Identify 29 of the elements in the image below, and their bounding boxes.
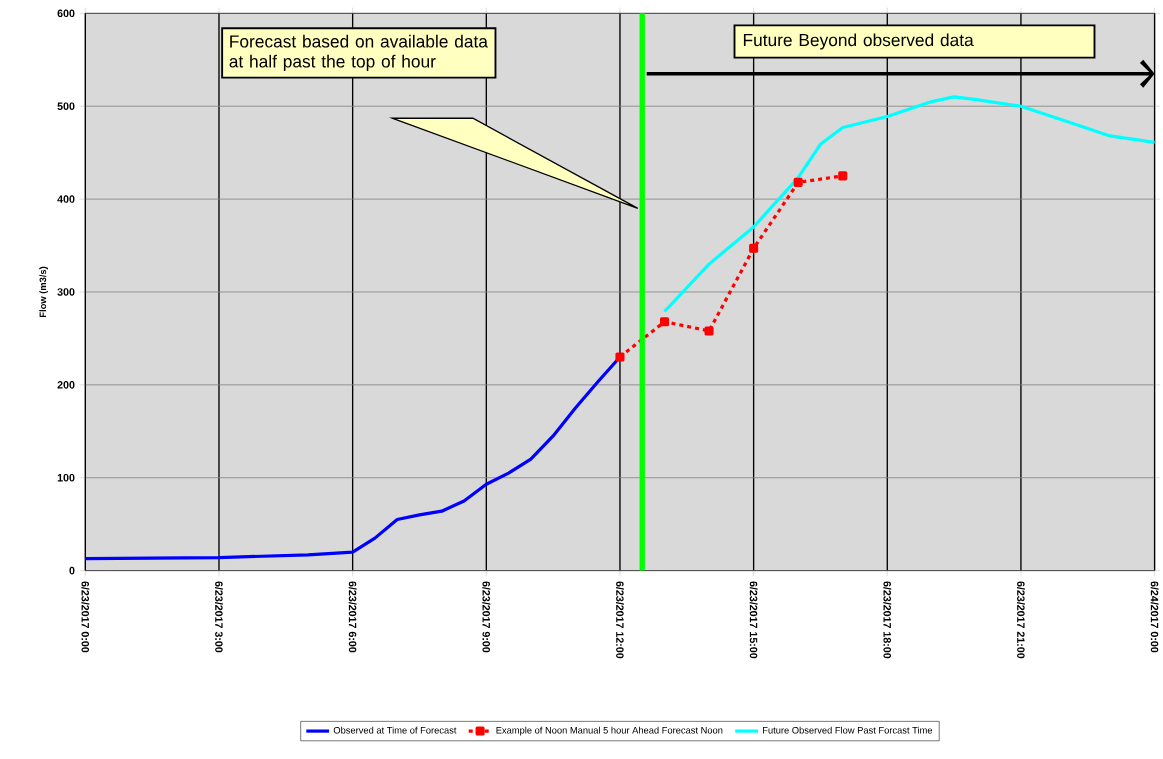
- y-tick-label: 300: [57, 288, 75, 296]
- x-tick-label: 6/23/2017 15:00: [749, 581, 758, 659]
- x-tick-label: 6/23/2017 0:00: [81, 581, 90, 653]
- y-tick-label: 200: [57, 381, 75, 389]
- annotation: Future Beyond observed data: [743, 33, 974, 50]
- y-axis-title: Flow (m3/s): [39, 266, 48, 318]
- x-tick-label: 6/23/2017 18:00: [883, 581, 892, 659]
- y-tick-label: 600: [57, 9, 75, 18]
- point: [793, 178, 803, 188]
- x-tick-label: 6/23/2017 3:00: [215, 581, 223, 653]
- legend-label: Observed at Time of Forecast: [333, 726, 457, 734]
- x-tick-label: 6/24/2017 0:00: [1150, 581, 1159, 653]
- y-tick-label: 500: [57, 102, 75, 111]
- legend-label: Example of Noon Manual 5 hour Ahead Forecast Noon: [496, 726, 723, 736]
- point: [838, 171, 848, 181]
- x-tick-label: 6/23/2017 12:00: [616, 581, 624, 659]
- point: [659, 317, 670, 327]
- point: [749, 243, 759, 254]
- point: [704, 326, 714, 336]
- x-tick-label: 6/23/2017 21:00: [1016, 581, 1025, 659]
- x-tick-label: 6/23/2017 9:00: [482, 581, 491, 653]
- line-series: [662, 95, 1157, 314]
- x-tick-label: 6/23/2017 6:00: [348, 581, 357, 653]
- point: [615, 352, 625, 362]
- y-tick-label: 400: [57, 195, 75, 204]
- legend-label: Future Observed Flow Past Forcast Time: [763, 726, 933, 734]
- y-tick-label: 100: [57, 474, 75, 482]
- y-tick-label: 0: [69, 567, 75, 575]
- annotation: Forecast based on available data at half past the top of hour: [229, 35, 488, 72]
